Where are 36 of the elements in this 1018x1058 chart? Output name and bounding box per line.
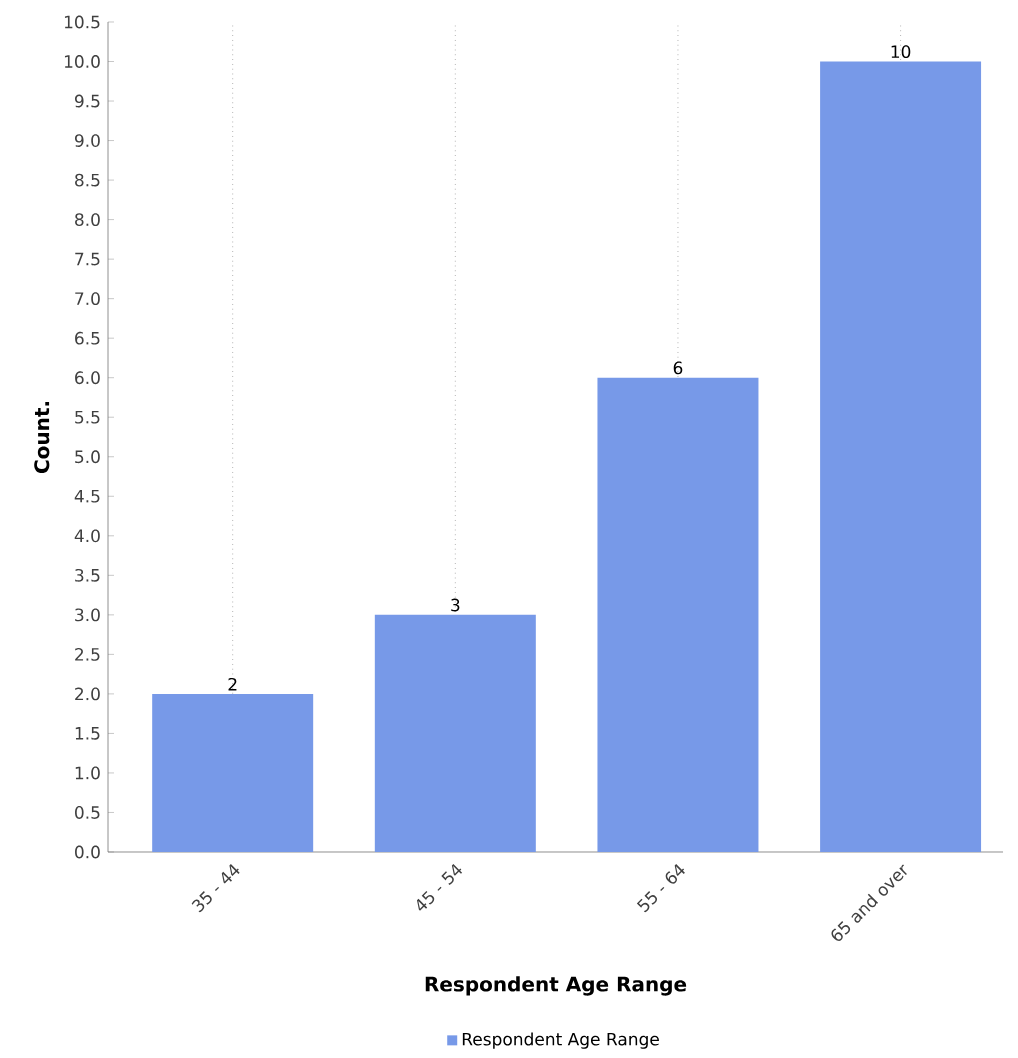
y-tick-label: 0.5 xyxy=(75,806,100,819)
y-tick-label: 9.5 xyxy=(74,94,100,108)
y-tick-label: 9.0 xyxy=(74,134,100,147)
x-tick-label: 35 - 44 xyxy=(191,864,240,913)
y-tick-label: 10.5 xyxy=(64,15,100,29)
y-tick-label: 2.5 xyxy=(75,647,100,661)
x-tick-label: 45 - 54 xyxy=(416,863,463,911)
y-tick-label: 7.0 xyxy=(75,292,100,306)
y-tick-label: 6.0 xyxy=(75,371,100,385)
legend-label: Respondent Age Range xyxy=(462,1032,659,1049)
y-tick-label: 2.0 xyxy=(75,687,100,701)
y-tick-label: 3.5 xyxy=(75,568,100,582)
y-tick-label: 1.0 xyxy=(75,766,100,780)
y-tick-label: 5.0 xyxy=(75,450,100,464)
y-tick-label: 5.5 xyxy=(75,410,100,424)
y-tick-label: 10.0 xyxy=(64,55,100,68)
y-tick-label: 4.0 xyxy=(74,529,100,543)
data-label: 3 xyxy=(451,598,460,612)
bar xyxy=(597,377,759,852)
data-label: 2 xyxy=(228,677,237,691)
x-axis-title: Respondent Age Range xyxy=(425,976,687,996)
bar xyxy=(152,693,314,852)
y-tick-label: 8.5 xyxy=(75,173,100,187)
y-tick-label: 8.0 xyxy=(75,213,100,227)
y-tick-label: 4.5 xyxy=(74,489,100,503)
y-tick-label: 3.0 xyxy=(75,608,100,622)
y-axis-title: Count. xyxy=(34,402,50,474)
y-tick-label: 0.0 xyxy=(75,845,100,859)
bar xyxy=(374,614,536,852)
data-label: 6 xyxy=(673,361,683,375)
y-tick-label: 7.5 xyxy=(75,252,100,266)
y-tick-label: 6.5 xyxy=(75,331,100,345)
x-tick-label: 55 - 64 xyxy=(636,864,685,913)
data-label: 10 xyxy=(891,45,911,59)
bar xyxy=(820,61,982,852)
y-tick-label: 1.5 xyxy=(75,727,100,740)
